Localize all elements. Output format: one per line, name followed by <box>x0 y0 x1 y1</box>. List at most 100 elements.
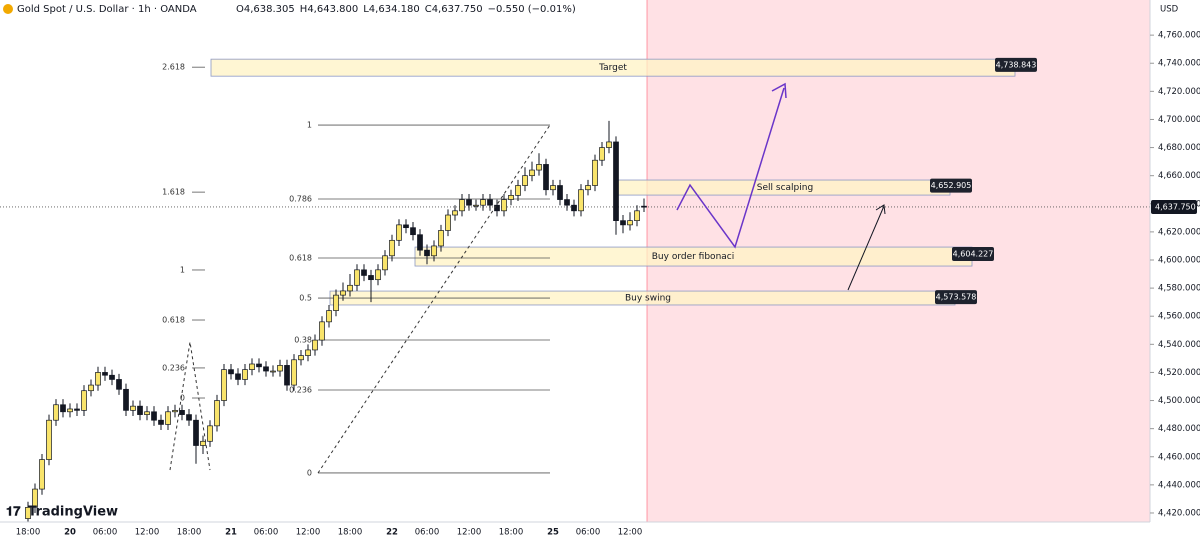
candle-body <box>459 199 465 212</box>
candle-body <box>571 204 577 212</box>
fib-label: 0.618 <box>162 316 185 325</box>
candle-body <box>445 214 451 231</box>
candle-body <box>578 189 584 212</box>
candle-body <box>550 185 556 191</box>
candle-body <box>620 220 626 226</box>
fib-label: 2.618 <box>162 63 185 72</box>
fib-label: 1 <box>180 265 185 274</box>
candle-body <box>88 384 94 392</box>
candle-body <box>242 369 248 380</box>
x-tick-label: 06:00 <box>93 528 118 538</box>
fib-label: 1 <box>307 121 312 130</box>
fib-label: 0.5 <box>299 294 312 303</box>
y-tick-label: 4,760.000 <box>1158 31 1200 41</box>
fib-trend-line <box>317 124 551 474</box>
candle-body <box>382 255 388 271</box>
candle-body <box>466 199 472 206</box>
candle-body <box>102 372 108 376</box>
price-tag <box>952 247 994 262</box>
x-tick-label: 12:00 <box>135 528 160 538</box>
x-tick-label: 06:00 <box>415 528 440 538</box>
zone-label: Target <box>598 63 627 73</box>
candle-body <box>613 141 619 221</box>
candle-body <box>557 185 563 200</box>
y-tick-label: 4,720.000 <box>1158 87 1200 97</box>
candle-body <box>347 284 353 292</box>
x-tick-label: 06:00 <box>254 528 279 538</box>
fib-label: 0 <box>307 468 312 477</box>
ohlc-key: L <box>363 4 369 15</box>
x-tick-label: 18:00 <box>499 528 524 538</box>
fib-label: 1.618 <box>162 188 185 197</box>
candle-body <box>284 365 290 386</box>
candle-body <box>67 408 73 413</box>
candle-body <box>95 372 101 386</box>
y-tick-label: 4,740.000 <box>1158 59 1200 69</box>
ohlc-value: 4,637.750 <box>432 4 483 15</box>
x-tick-label: 12:00 <box>296 528 321 538</box>
forecast-path <box>676 87 785 249</box>
x-tick-label: 12:00 <box>457 528 482 538</box>
candle-body <box>172 410 178 413</box>
candle-body <box>81 390 87 411</box>
candle-body <box>277 365 283 372</box>
ohlc-key: O <box>236 4 244 15</box>
y-tick-label: 4,460.000 <box>1158 452 1200 462</box>
ohlc-value: 4,634.180 <box>369 4 420 15</box>
brand-logo: 𝟏𝟕 <box>6 505 21 520</box>
price-tag-label: 4,573.578 <box>936 293 977 302</box>
candle-body <box>270 370 276 373</box>
last-price-label: 4,637.750 <box>1155 202 1196 211</box>
y-tick-label: 4,500.000 <box>1158 396 1200 406</box>
fib-label: 0.236 <box>162 363 185 372</box>
price-axis <box>1150 0 1200 540</box>
candle-body <box>158 419 164 425</box>
candle-body <box>389 239 395 257</box>
candle-body <box>39 459 45 490</box>
symbol-title: Gold Spot / U.S. Dollar · 1h · OANDA <box>17 4 197 15</box>
y-tick-label: 4,540.000 <box>1158 340 1200 350</box>
candle-body <box>508 195 514 200</box>
y-tick-label: 4,620.000 <box>1158 227 1200 237</box>
ohlc-values: O4,638.305 H4,643.800 L4,634.180 C4,637.750… <box>236 4 576 15</box>
candle-body <box>501 199 507 212</box>
y-tick-label: 4,480.000 <box>1158 424 1200 434</box>
candle-body <box>333 294 339 311</box>
x-tick-label: 18:00 <box>177 528 202 538</box>
candle-body <box>165 411 171 425</box>
candle-body <box>536 164 542 171</box>
candle-body <box>179 410 185 415</box>
candle-body <box>480 199 486 206</box>
candle-body <box>144 411 150 415</box>
candle-body <box>424 249 430 257</box>
candle-body <box>109 374 115 380</box>
candle-body <box>46 419 52 460</box>
y-tick-label: 4,680.000 <box>1158 143 1200 153</box>
forecast-arrow <box>847 205 885 291</box>
candle-body <box>249 363 255 370</box>
price-tag <box>995 57 1037 72</box>
candle-body <box>291 359 297 386</box>
y-tick-label: 4,420.000 <box>1158 508 1200 518</box>
x-tick-label: 18:00 <box>16 528 41 538</box>
candle-body <box>641 205 647 208</box>
ohlc-value: 4,638.305 <box>244 4 295 15</box>
candle-body <box>543 164 549 191</box>
ohlc-key: H <box>300 4 308 15</box>
candle-body <box>256 363 262 368</box>
price-tag <box>930 178 972 193</box>
candle-body <box>375 269 381 281</box>
y-tick-label: 4,440.000 <box>1158 480 1200 490</box>
candle-body <box>487 199 493 206</box>
zone-label: Buy order fibonaci <box>652 252 734 262</box>
x-tick-label: 20 <box>64 528 76 538</box>
candle-body <box>585 185 591 191</box>
candle-body <box>32 488 38 508</box>
y-tick-label: 4,600.000 <box>1158 256 1200 266</box>
candle-body <box>235 373 241 380</box>
brand: 𝟏𝟕 TradingView <box>6 505 118 520</box>
y-tick-label: 4,580.000 <box>1158 284 1200 294</box>
y-tick-label: 4,560.000 <box>1158 312 1200 322</box>
